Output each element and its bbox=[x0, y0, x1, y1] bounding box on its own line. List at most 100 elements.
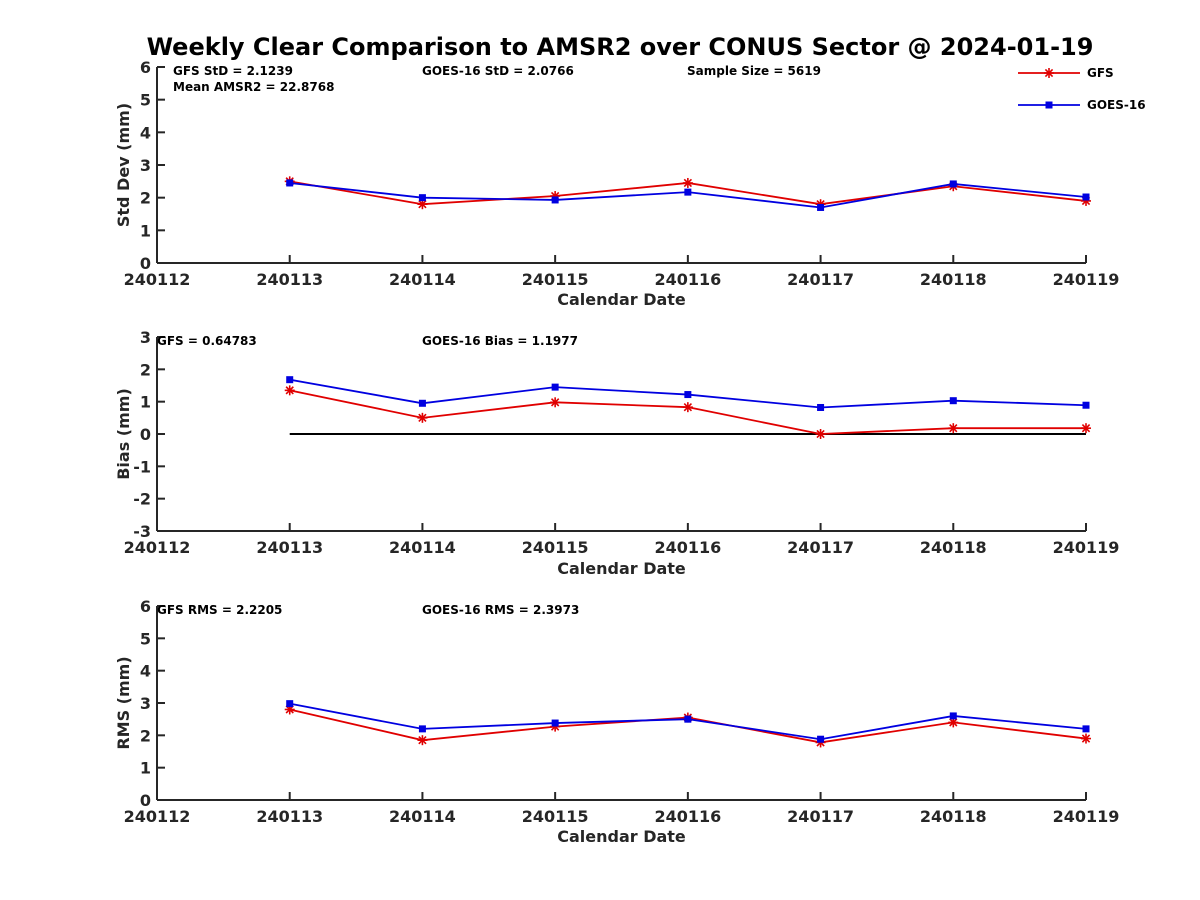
y-axis-label: RMS (mm) bbox=[114, 656, 133, 749]
x-tick-label: 240115 bbox=[522, 807, 589, 826]
x-tick-label: 240112 bbox=[124, 270, 191, 289]
data-point-gfs bbox=[417, 412, 428, 423]
stat-annotation: Sample Size = 5619 bbox=[687, 64, 821, 78]
data-point-goes16 bbox=[551, 196, 559, 204]
data-point-gfs bbox=[948, 423, 959, 434]
x-tick-label: 240116 bbox=[654, 807, 721, 826]
x-tick-label: 240117 bbox=[787, 807, 854, 826]
y-tick-label: 1 bbox=[140, 759, 151, 778]
asterisk-stroke bbox=[418, 413, 427, 422]
data-point-gfs bbox=[682, 402, 693, 413]
data-point-goes16 bbox=[684, 391, 692, 399]
y-tick-label: -1 bbox=[133, 457, 151, 476]
data-point-gfs bbox=[1081, 423, 1091, 434]
x-tick-label: 240118 bbox=[920, 807, 987, 826]
x-tick-label: 240114 bbox=[389, 538, 456, 557]
data-point-gfs bbox=[1081, 733, 1091, 744]
data-point-goes16 bbox=[286, 376, 294, 384]
data-point-goes16 bbox=[1082, 725, 1090, 733]
x-tick-label: 240118 bbox=[920, 538, 987, 557]
legend-label: GOES-16 bbox=[1087, 98, 1146, 112]
chart-title: Weekly Clear Comparison to AMSR2 over CO… bbox=[147, 33, 1094, 61]
data-point-goes16 bbox=[949, 712, 957, 720]
data-point-gfs bbox=[948, 717, 959, 728]
x-tick-label: 240112 bbox=[124, 538, 191, 557]
asterisk-stroke bbox=[1081, 734, 1091, 743]
asterisk-stroke bbox=[1044, 68, 1054, 78]
data-point-goes16 bbox=[551, 383, 559, 391]
stat-annotation: GFS RMS = 2.2205 bbox=[157, 603, 282, 617]
asterisk-stroke bbox=[1081, 424, 1091, 433]
y-tick-label: 6 bbox=[140, 597, 151, 616]
y-tick-label: 2 bbox=[140, 726, 151, 745]
y-tick-label: 3 bbox=[140, 694, 151, 713]
chart-panel-3: 240112 240113 240114 240115 240116 240117 2401… bbox=[114, 597, 1119, 846]
x-tick-label: 240114 bbox=[389, 270, 456, 289]
data-point-goes16 bbox=[551, 719, 559, 727]
x-tick-label: 240119 bbox=[1053, 807, 1120, 826]
x-tick-label: 240112 bbox=[124, 807, 191, 826]
asterisk-stroke bbox=[683, 402, 693, 412]
y-axis-label: Std Dev (mm) bbox=[114, 103, 133, 227]
legend-marker-gfs bbox=[1044, 68, 1054, 78]
y-tick-label: 4 bbox=[140, 123, 151, 142]
data-point-goes16 bbox=[418, 725, 426, 733]
y-tick-label: 0 bbox=[140, 425, 151, 444]
y-tick-label: 2 bbox=[140, 360, 151, 379]
x-tick-label: 240119 bbox=[1053, 270, 1120, 289]
stat-annotation: GFS StD = 2.1239 bbox=[173, 64, 293, 78]
data-point-goes16 bbox=[817, 203, 825, 211]
legend-label: GFS bbox=[1087, 66, 1114, 80]
data-point-goes16 bbox=[684, 715, 692, 723]
data-point-goes16 bbox=[949, 397, 957, 405]
y-tick-label: 0 bbox=[140, 791, 151, 810]
data-point-gfs bbox=[682, 177, 693, 188]
x-tick-label: 240115 bbox=[522, 538, 589, 557]
x-tick-label: 240113 bbox=[256, 807, 323, 826]
chart-panel-2: 240112 240113 240114 240115 240116 240117 2401… bbox=[114, 328, 1119, 578]
asterisk-stroke bbox=[949, 718, 958, 727]
stat-annotation: GOES-16 Bias = 1.1977 bbox=[422, 334, 578, 348]
data-point-gfs bbox=[417, 735, 428, 746]
x-tick-label: 240115 bbox=[522, 270, 589, 289]
asterisk-stroke bbox=[816, 429, 825, 439]
y-tick-label: 1 bbox=[140, 221, 151, 240]
y-tick-label: 1 bbox=[140, 393, 151, 412]
asterisk-stroke bbox=[949, 424, 958, 433]
data-point-goes16 bbox=[418, 194, 426, 202]
x-tick-label: 240117 bbox=[787, 270, 854, 289]
stat-annotation: GOES-16 StD = 2.0766 bbox=[422, 64, 574, 78]
x-tick-label: 240119 bbox=[1053, 538, 1120, 557]
data-point-goes16 bbox=[418, 399, 426, 407]
data-point-goes16 bbox=[1082, 193, 1090, 201]
stat-annotation: GOES-16 RMS = 2.3973 bbox=[422, 603, 579, 617]
stat-annotation: Mean AMSR2 = 22.8768 bbox=[173, 80, 334, 94]
y-tick-label: 3 bbox=[140, 156, 151, 175]
y-tick-label: 2 bbox=[140, 189, 151, 208]
panels: 240112 240113 240114 240115 240116 240117 2401… bbox=[114, 58, 1119, 846]
y-tick-label: 5 bbox=[140, 91, 151, 110]
x-axis-label: Calendar Date bbox=[557, 827, 686, 846]
data-point-gfs bbox=[550, 397, 561, 408]
data-point-goes16 bbox=[286, 179, 294, 187]
data-point-goes16 bbox=[286, 700, 294, 708]
x-tick-label: 240116 bbox=[654, 538, 721, 557]
y-axis-label: Bias (mm) bbox=[114, 388, 133, 480]
x-tick-label: 240113 bbox=[256, 270, 323, 289]
data-point-goes16 bbox=[817, 735, 825, 743]
y-tick-label: -2 bbox=[133, 490, 151, 509]
legend-marker-goes16 bbox=[1045, 101, 1053, 109]
data-point-gfs bbox=[284, 385, 295, 396]
asterisk-stroke bbox=[683, 178, 693, 188]
data-point-goes16 bbox=[1082, 401, 1090, 409]
x-axis-label: Calendar Date bbox=[557, 290, 686, 309]
x-tick-label: 240117 bbox=[787, 538, 854, 557]
data-point-goes16 bbox=[684, 188, 692, 196]
data-point-goes16 bbox=[949, 180, 957, 188]
y-tick-label: 4 bbox=[140, 662, 151, 681]
asterisk-stroke bbox=[550, 398, 560, 407]
stat-annotation: GFS = 0.64783 bbox=[157, 334, 257, 348]
y-tick-label: -3 bbox=[133, 522, 151, 541]
x-tick-label: 240114 bbox=[389, 807, 456, 826]
